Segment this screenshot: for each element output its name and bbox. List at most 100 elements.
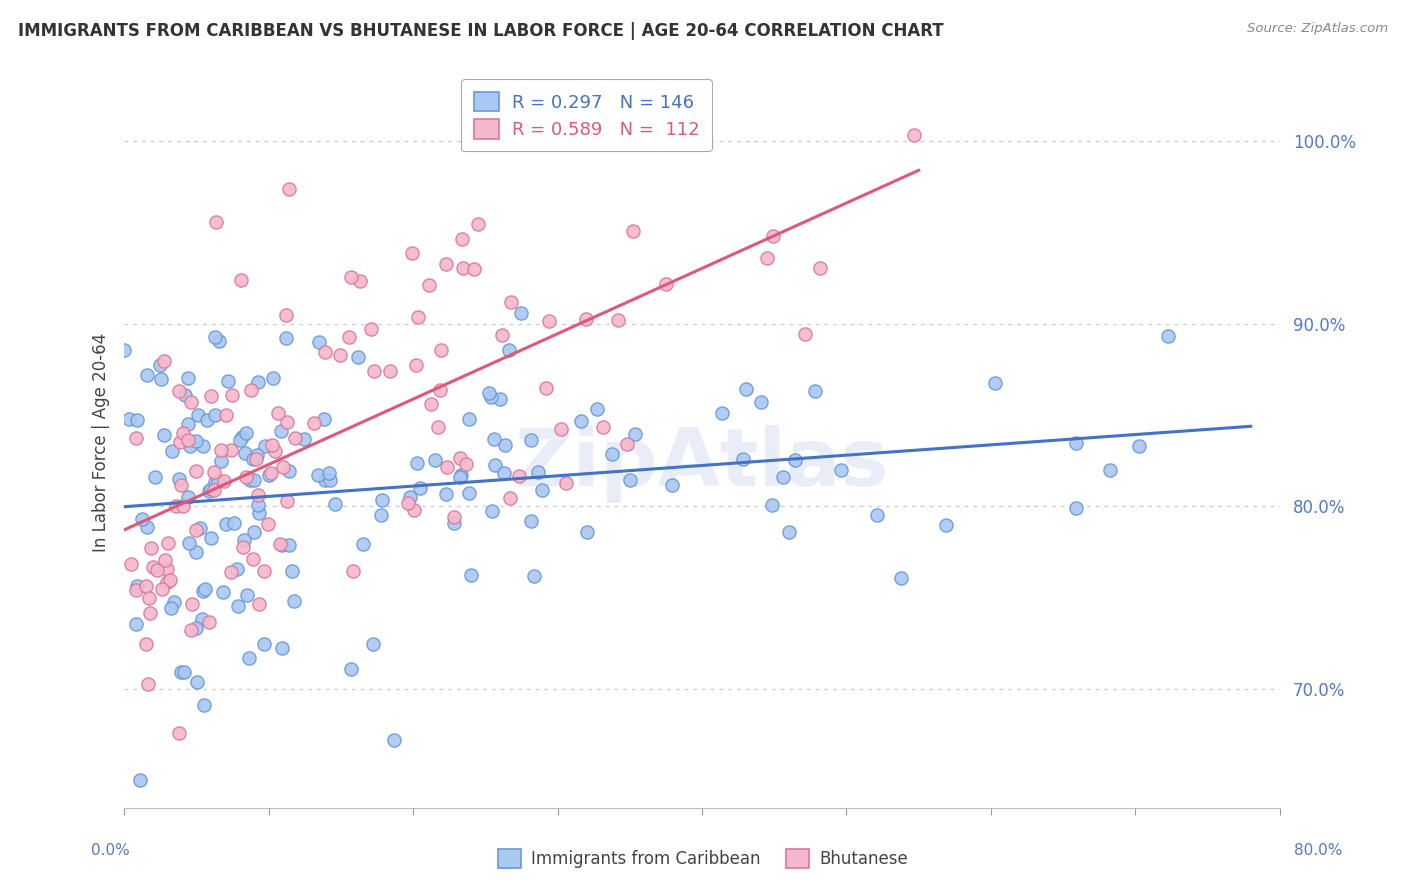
Point (177, 417, 200, 431)
Point (256, 516, 278, 531)
Point (449, 451, 471, 466)
Point (142, 560, 165, 574)
Point (136, 368, 159, 382)
Point (467, 217, 489, 231)
Point (200, 482, 222, 496)
Point (270, 641, 292, 656)
Point (793, 327, 815, 342)
Point (523, 112, 546, 126)
Point (156, 536, 179, 550)
Point (224, 516, 246, 530)
Point (184, 621, 207, 635)
Point (269, 537, 291, 551)
Point (276, 494, 298, 508)
Point (246, 448, 269, 462)
Point (494, 438, 516, 452)
Point (131, 512, 153, 526)
Point (443, 516, 465, 530)
Point (263, 444, 285, 458)
Point (804, 384, 827, 398)
Point (204, 330, 226, 344)
Point (302, 416, 325, 430)
Point (233, 533, 256, 547)
Point (761, 498, 783, 512)
Point (208, 334, 231, 348)
Point (352, 537, 374, 551)
Point (600, 447, 623, 461)
Point (903, 128, 925, 142)
Point (236, 588, 259, 602)
Point (478, 385, 501, 400)
Point (865, 508, 887, 522)
Point (195, 413, 218, 427)
Point (779, 524, 801, 539)
Point (481, 504, 503, 518)
Point (167, 726, 190, 740)
Point (711, 406, 734, 420)
Point (575, 311, 598, 326)
Point (204, 408, 226, 422)
Point (217, 375, 239, 389)
Point (155, 562, 177, 576)
Point (312, 411, 335, 425)
Point (370, 508, 392, 523)
Point (259, 468, 281, 483)
Point (536, 381, 558, 395)
Point (323, 498, 346, 512)
Legend: R = 0.297   N = 146, R = 0.589   N =  112: R = 0.297 N = 146, R = 0.589 N = 112 (461, 79, 711, 152)
Point (406, 310, 429, 325)
Point (160, 444, 183, 458)
Point (307, 468, 329, 483)
Point (384, 733, 406, 747)
Point (181, 597, 204, 611)
Point (247, 375, 270, 389)
Point (460, 568, 482, 582)
Point (772, 470, 794, 484)
Point (1157, 328, 1180, 343)
Point (271, 460, 294, 475)
Point (429, 384, 451, 398)
Point (405, 456, 427, 470)
Point (177, 371, 200, 385)
Point (342, 564, 364, 578)
Point (207, 475, 229, 489)
Point (270, 424, 292, 438)
Point (188, 521, 211, 535)
Point (731, 451, 754, 466)
Point (243, 525, 266, 540)
Point (153, 427, 176, 442)
Point (221, 565, 243, 579)
Point (204, 475, 226, 489)
Point (239, 473, 262, 487)
Point (484, 458, 506, 473)
Point (145, 470, 167, 484)
Point (200, 531, 222, 545)
Point (451, 232, 474, 246)
Point (231, 273, 253, 287)
Point (1099, 463, 1122, 477)
Point (125, 582, 148, 597)
Point (150, 582, 173, 596)
Point (401, 246, 423, 260)
Point (169, 435, 191, 450)
Point (242, 452, 264, 467)
Point (205, 215, 228, 229)
Point (405, 359, 427, 373)
Point (451, 260, 474, 275)
Point (190, 612, 212, 626)
Point (209, 443, 232, 458)
Point (135, 637, 157, 651)
Point (284, 431, 307, 445)
Point (537, 314, 560, 328)
Point (243, 473, 266, 487)
Point (169, 478, 191, 492)
Point (274, 308, 297, 322)
Text: 80.0%: 80.0% (1295, 843, 1343, 858)
Point (527, 465, 550, 479)
Point (186, 523, 208, 537)
Point (114, 343, 136, 357)
Point (277, 538, 299, 552)
Point (215, 409, 238, 423)
Point (191, 439, 214, 453)
Point (202, 465, 225, 479)
